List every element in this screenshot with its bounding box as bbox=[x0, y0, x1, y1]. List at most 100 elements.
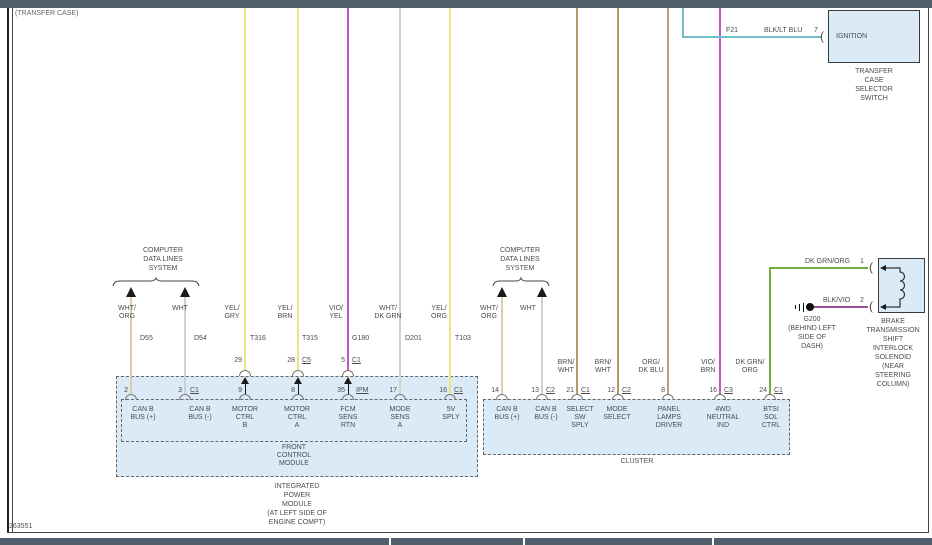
connector-arc-icon bbox=[292, 394, 304, 400]
wire-color-label: WHT bbox=[520, 305, 536, 312]
wire-color-label: WHT/ ORG bbox=[118, 305, 136, 320]
band-divider bbox=[523, 538, 525, 545]
data-line-arrow-icon bbox=[180, 287, 190, 297]
connector-arc-icon bbox=[612, 394, 624, 400]
cluster-pin-function: PANEL LAMPS DRIVER bbox=[655, 406, 683, 429]
wire-vio-yel-g180 bbox=[347, 8, 349, 371]
pin-number: 14 bbox=[491, 387, 499, 394]
connector-arc-icon bbox=[571, 394, 583, 400]
wire-color-label: BLK/VIO bbox=[823, 297, 851, 304]
connector-arc-icon bbox=[536, 394, 548, 400]
wire-color-label: YEL/ ORG bbox=[431, 305, 447, 320]
wire-color-label: BRN/ WHT bbox=[557, 359, 575, 374]
pin-number: 24 bbox=[759, 387, 767, 394]
fcm-pin-function: CAN B BUS (+) bbox=[130, 406, 156, 421]
cluster-pin-function: CAN B BUS (-) bbox=[534, 406, 558, 421]
fcm-pin-function: MOTOR CTRL B bbox=[232, 406, 258, 429]
connector-id: C1 bbox=[190, 387, 199, 394]
connector-id: C1 bbox=[352, 357, 361, 364]
wire-color-label: VIO/ YEL bbox=[328, 305, 344, 320]
ground-id-label: G200 bbox=[803, 316, 821, 323]
fcm-pin-function: CAN B BUS (-) bbox=[188, 406, 212, 421]
inline-connector-id: T316 bbox=[250, 335, 266, 342]
wire-color-label: DK GRN/ORG bbox=[805, 258, 851, 265]
wire-wht-2 bbox=[541, 297, 543, 395]
frame-left-inner bbox=[12, 8, 13, 533]
connector-arc-icon bbox=[394, 394, 406, 400]
connector-id: C1 bbox=[454, 387, 463, 394]
wire-wht-org-2 bbox=[501, 297, 503, 395]
pin-number: 16 bbox=[439, 387, 447, 394]
ground-location-label: (BEHIND LEFT SIDE OF DASH) bbox=[788, 325, 836, 350]
connector-paren-icon: ( bbox=[820, 29, 824, 43]
connector-arc-icon bbox=[342, 370, 354, 376]
inline-connector-id: D55 bbox=[140, 335, 153, 342]
connector-arc-icon bbox=[179, 394, 191, 400]
wire-org-dk-blu bbox=[667, 8, 669, 395]
frame-bottom bbox=[7, 532, 929, 533]
solenoid-coil-icon bbox=[886, 267, 906, 308]
cluster-pin-function: SELECT SW SPLY bbox=[566, 406, 594, 429]
connector-arc-icon bbox=[125, 394, 137, 400]
wire-brn-wht-1 bbox=[576, 8, 578, 395]
pin-number: 1 bbox=[860, 258, 864, 265]
data-line-arrow-icon bbox=[537, 287, 547, 297]
brace-icon bbox=[112, 276, 200, 287]
connector-id: C1 bbox=[774, 387, 783, 394]
fcm-pin-function: 5V SPLY bbox=[442, 406, 460, 421]
pin-number: 2 bbox=[124, 387, 128, 394]
connector-arc-icon bbox=[444, 394, 456, 400]
connector-id: C1 bbox=[581, 387, 590, 394]
fcm-pin-function: FCM SENS RTN bbox=[338, 406, 358, 429]
pin-number: 2 bbox=[860, 297, 864, 304]
ignition-box-label: IGNITION bbox=[836, 33, 868, 40]
wire-color-label: BRN/ WHT bbox=[594, 359, 612, 374]
up-arrow-icon bbox=[294, 377, 302, 384]
left-arrow-icon bbox=[880, 304, 886, 310]
left-arrow-icon bbox=[880, 265, 886, 271]
band-divider bbox=[389, 538, 391, 545]
frame-right bbox=[928, 8, 929, 533]
frame-left-outer bbox=[7, 8, 9, 533]
inline-connector-id: D54 bbox=[194, 335, 207, 342]
wire-dk-grn-org-vertical bbox=[769, 268, 771, 395]
connector-arc-icon bbox=[662, 394, 674, 400]
computer-data-lines-label: COMPUTER DATA LINES SYSTEM bbox=[499, 247, 541, 272]
pin-number: 9 bbox=[238, 387, 242, 394]
wire-blk-vio bbox=[812, 306, 868, 308]
connector-id: C2 bbox=[546, 387, 555, 394]
connector-id: C5 bbox=[302, 357, 311, 364]
wire-yel-gry-t316 bbox=[244, 8, 246, 371]
internal-wire bbox=[244, 384, 246, 395]
wire-color-label: WHT/ DK GRN bbox=[374, 305, 402, 320]
cluster-title: CLUSTER bbox=[620, 458, 654, 465]
connector-arc-icon bbox=[714, 394, 726, 400]
wire-color-label: DK GRN/ ORG bbox=[735, 359, 765, 374]
internal-wire bbox=[347, 384, 349, 395]
inline-connector-id: T315 bbox=[302, 335, 318, 342]
pin-number: 3 bbox=[178, 387, 182, 394]
wire-wht-dk-grn-d201 bbox=[399, 8, 401, 395]
data-line-arrow-icon bbox=[126, 287, 136, 297]
pin-number: 13 bbox=[531, 387, 539, 394]
ipm-box bbox=[116, 376, 478, 477]
corner-label: (TRANSFER CASE) bbox=[15, 10, 79, 17]
wire-brn-wht-2 bbox=[617, 8, 619, 395]
computer-data-lines-label: COMPUTER DATA LINES SYSTEM bbox=[142, 247, 184, 272]
connector-arc-icon bbox=[496, 394, 508, 400]
wire-color-label: WHT/ ORG bbox=[480, 305, 498, 320]
pin-number: 16 bbox=[709, 387, 717, 394]
wire-blk-lt-blu-vertical bbox=[682, 8, 684, 38]
ground-icon bbox=[799, 304, 800, 311]
connector-arc-icon bbox=[239, 370, 251, 376]
cluster-pin-function: MODE SELECT bbox=[603, 406, 631, 421]
pin-number: 8 bbox=[291, 387, 295, 394]
pin-number: 28 bbox=[287, 357, 295, 364]
wire-yel-org-t103 bbox=[449, 8, 451, 395]
ipm-title: INTEGRATED POWER MODULE (AT LEFT SIDE OF… bbox=[267, 483, 327, 526]
pin-number: 7 bbox=[814, 27, 818, 34]
figure-number: 263551 bbox=[9, 523, 33, 530]
inline-connector-id: G180 bbox=[352, 335, 370, 342]
pin-number: 8 bbox=[661, 387, 665, 394]
inline-connector-id: T103 bbox=[455, 335, 471, 342]
